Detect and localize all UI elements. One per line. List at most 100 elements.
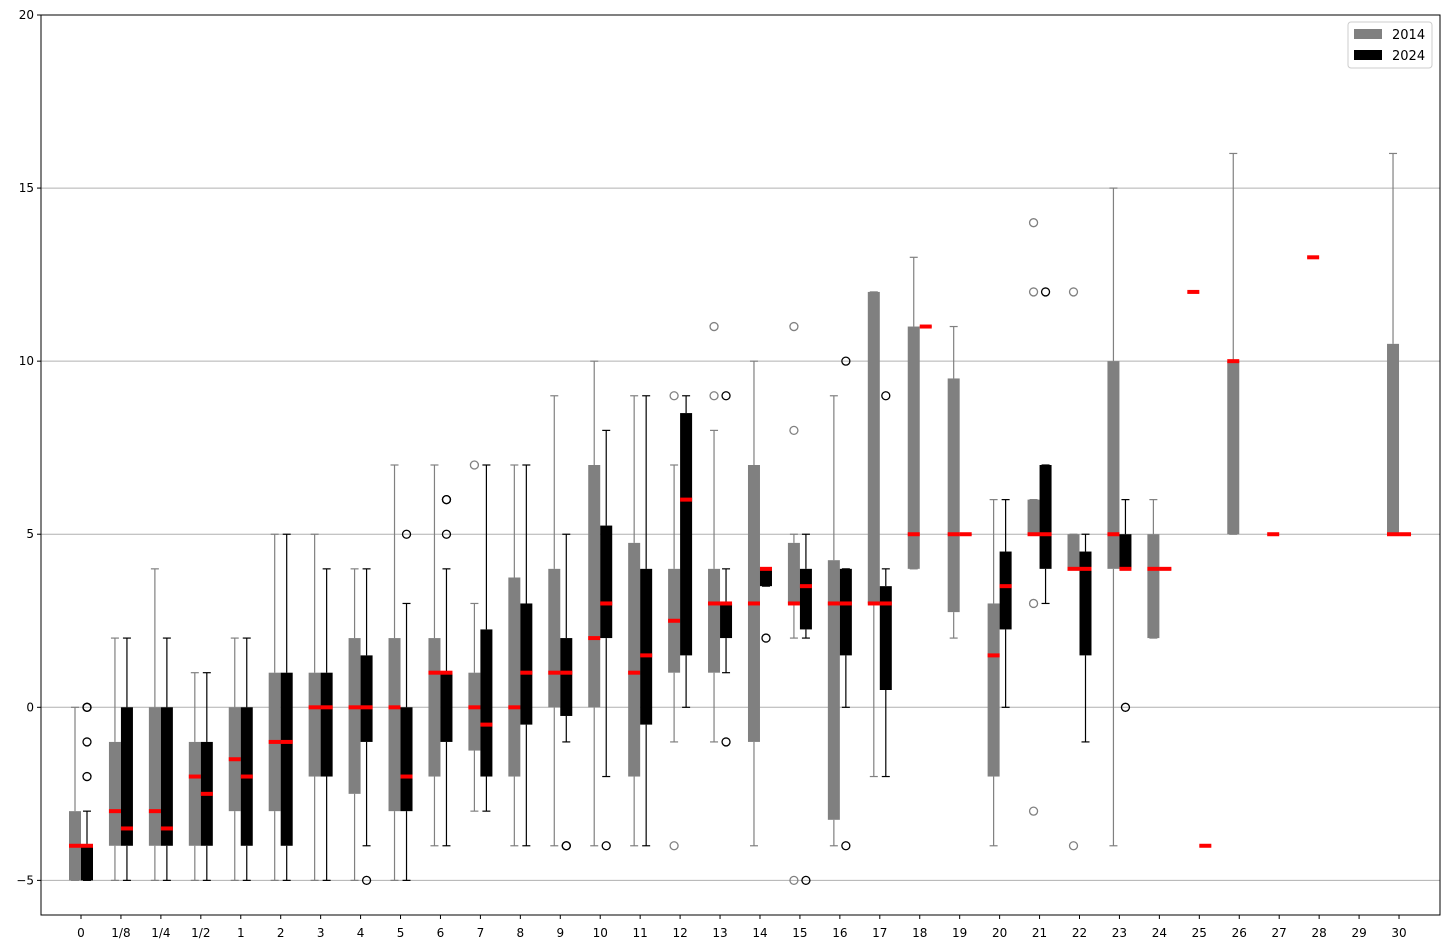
outlier-point — [441, 494, 452, 505]
box-iqr — [640, 568, 653, 725]
box-2014-1/8 — [108, 637, 121, 881]
box-2014-30 — [1387, 152, 1400, 537]
box-2014-20 — [987, 499, 1000, 847]
x-tick-label: 1/8 — [111, 926, 130, 940]
box-iqr — [947, 378, 960, 613]
median-line — [1187, 289, 1200, 294]
outlier-point — [789, 875, 799, 886]
median-line — [548, 670, 561, 675]
median-line — [827, 601, 840, 606]
median-line — [160, 826, 173, 831]
median-line — [428, 670, 441, 675]
outlier-point — [601, 841, 611, 851]
box-2014-2 — [268, 533, 281, 881]
box-iqr — [148, 707, 161, 846]
outlier-point — [1120, 702, 1131, 712]
x-tick-label: 9 — [556, 926, 564, 940]
box-2014-1/2 — [188, 672, 201, 881]
box-2014-7 — [468, 460, 481, 812]
x-tick-label: 21 — [1032, 926, 1047, 940]
outlier-point — [709, 391, 719, 401]
box-2014-24 — [1147, 499, 1160, 639]
box-iqr — [440, 672, 453, 742]
box-series — [69, 152, 1412, 886]
box-iqr — [680, 413, 693, 656]
median-line — [867, 601, 880, 606]
median-line — [520, 670, 533, 675]
box-2024-1 — [240, 637, 253, 881]
x-tick-label: 12 — [672, 926, 687, 940]
median-line — [81, 843, 93, 848]
box-2024-1/8 — [120, 637, 133, 881]
outlier-point — [669, 841, 679, 851]
median-line — [480, 722, 493, 727]
box-2014-13 — [708, 321, 721, 743]
box-iqr — [720, 603, 733, 639]
box-2014-0 — [69, 706, 81, 881]
outlier-point — [721, 737, 731, 747]
median-line — [987, 653, 1000, 658]
outlier-point — [1068, 841, 1079, 851]
median-line — [1147, 566, 1160, 571]
median-line — [1199, 843, 1212, 848]
box-iqr — [548, 568, 561, 708]
x-tick-label: 30 — [1391, 926, 1406, 940]
box-2014-25 — [1187, 289, 1200, 294]
outlier-point — [1040, 287, 1051, 297]
outlier-point — [841, 356, 851, 366]
x-tick-label: 1 — [237, 926, 245, 940]
box-2024-21 — [1039, 287, 1052, 605]
box-iqr — [480, 629, 493, 777]
outlier-point — [789, 425, 799, 436]
median-line — [400, 774, 413, 779]
box-2024-3 — [320, 568, 333, 881]
box-2014-6 — [428, 464, 441, 847]
median-line — [799, 584, 812, 589]
box-iqr — [400, 707, 413, 812]
box-iqr — [1387, 343, 1400, 535]
median-line — [188, 774, 201, 779]
box-iqr — [867, 291, 880, 604]
outlier-point — [1028, 218, 1039, 228]
outlier-point — [801, 875, 811, 886]
y-tick-label: −5 — [16, 873, 34, 887]
y-tick-label: 10 — [19, 354, 34, 368]
median-line — [1267, 532, 1280, 537]
x-tick-label: 27 — [1272, 926, 1287, 940]
median-line — [348, 705, 361, 710]
outlier-point — [721, 391, 731, 401]
box-2014-15 — [787, 321, 800, 886]
box-2024-5 — [400, 529, 413, 881]
box-2024-30 — [1399, 532, 1412, 537]
median-line — [120, 826, 133, 831]
box-2024-6 — [440, 494, 453, 847]
box-iqr — [428, 638, 441, 777]
x-tick-label: 10 — [593, 926, 608, 940]
box-iqr — [560, 638, 573, 716]
box-2014-26 — [1227, 152, 1240, 535]
median-line — [468, 705, 481, 710]
median-line — [708, 601, 721, 606]
median-line — [668, 618, 681, 623]
box-2024-11 — [640, 395, 653, 847]
outlier-point — [1028, 287, 1039, 297]
median-line — [919, 324, 932, 329]
box-2024-10 — [600, 429, 613, 851]
y-tick-label: 15 — [19, 181, 34, 195]
box-2014-12 — [668, 391, 681, 851]
box-2014-23 — [1107, 187, 1120, 847]
outlier-point — [761, 633, 771, 643]
x-tick-label: 5 — [397, 926, 405, 940]
box-2014-1/4 — [148, 568, 161, 881]
outlier-point — [82, 702, 92, 712]
x-tick-label: 2 — [277, 926, 285, 940]
box-iqr — [1147, 534, 1160, 639]
median-line — [440, 670, 453, 675]
outlier-point — [1028, 806, 1039, 816]
box-2014-14 — [747, 360, 760, 847]
box-iqr — [999, 551, 1012, 630]
box-2014-4 — [348, 568, 361, 881]
box-iqr — [160, 707, 173, 846]
